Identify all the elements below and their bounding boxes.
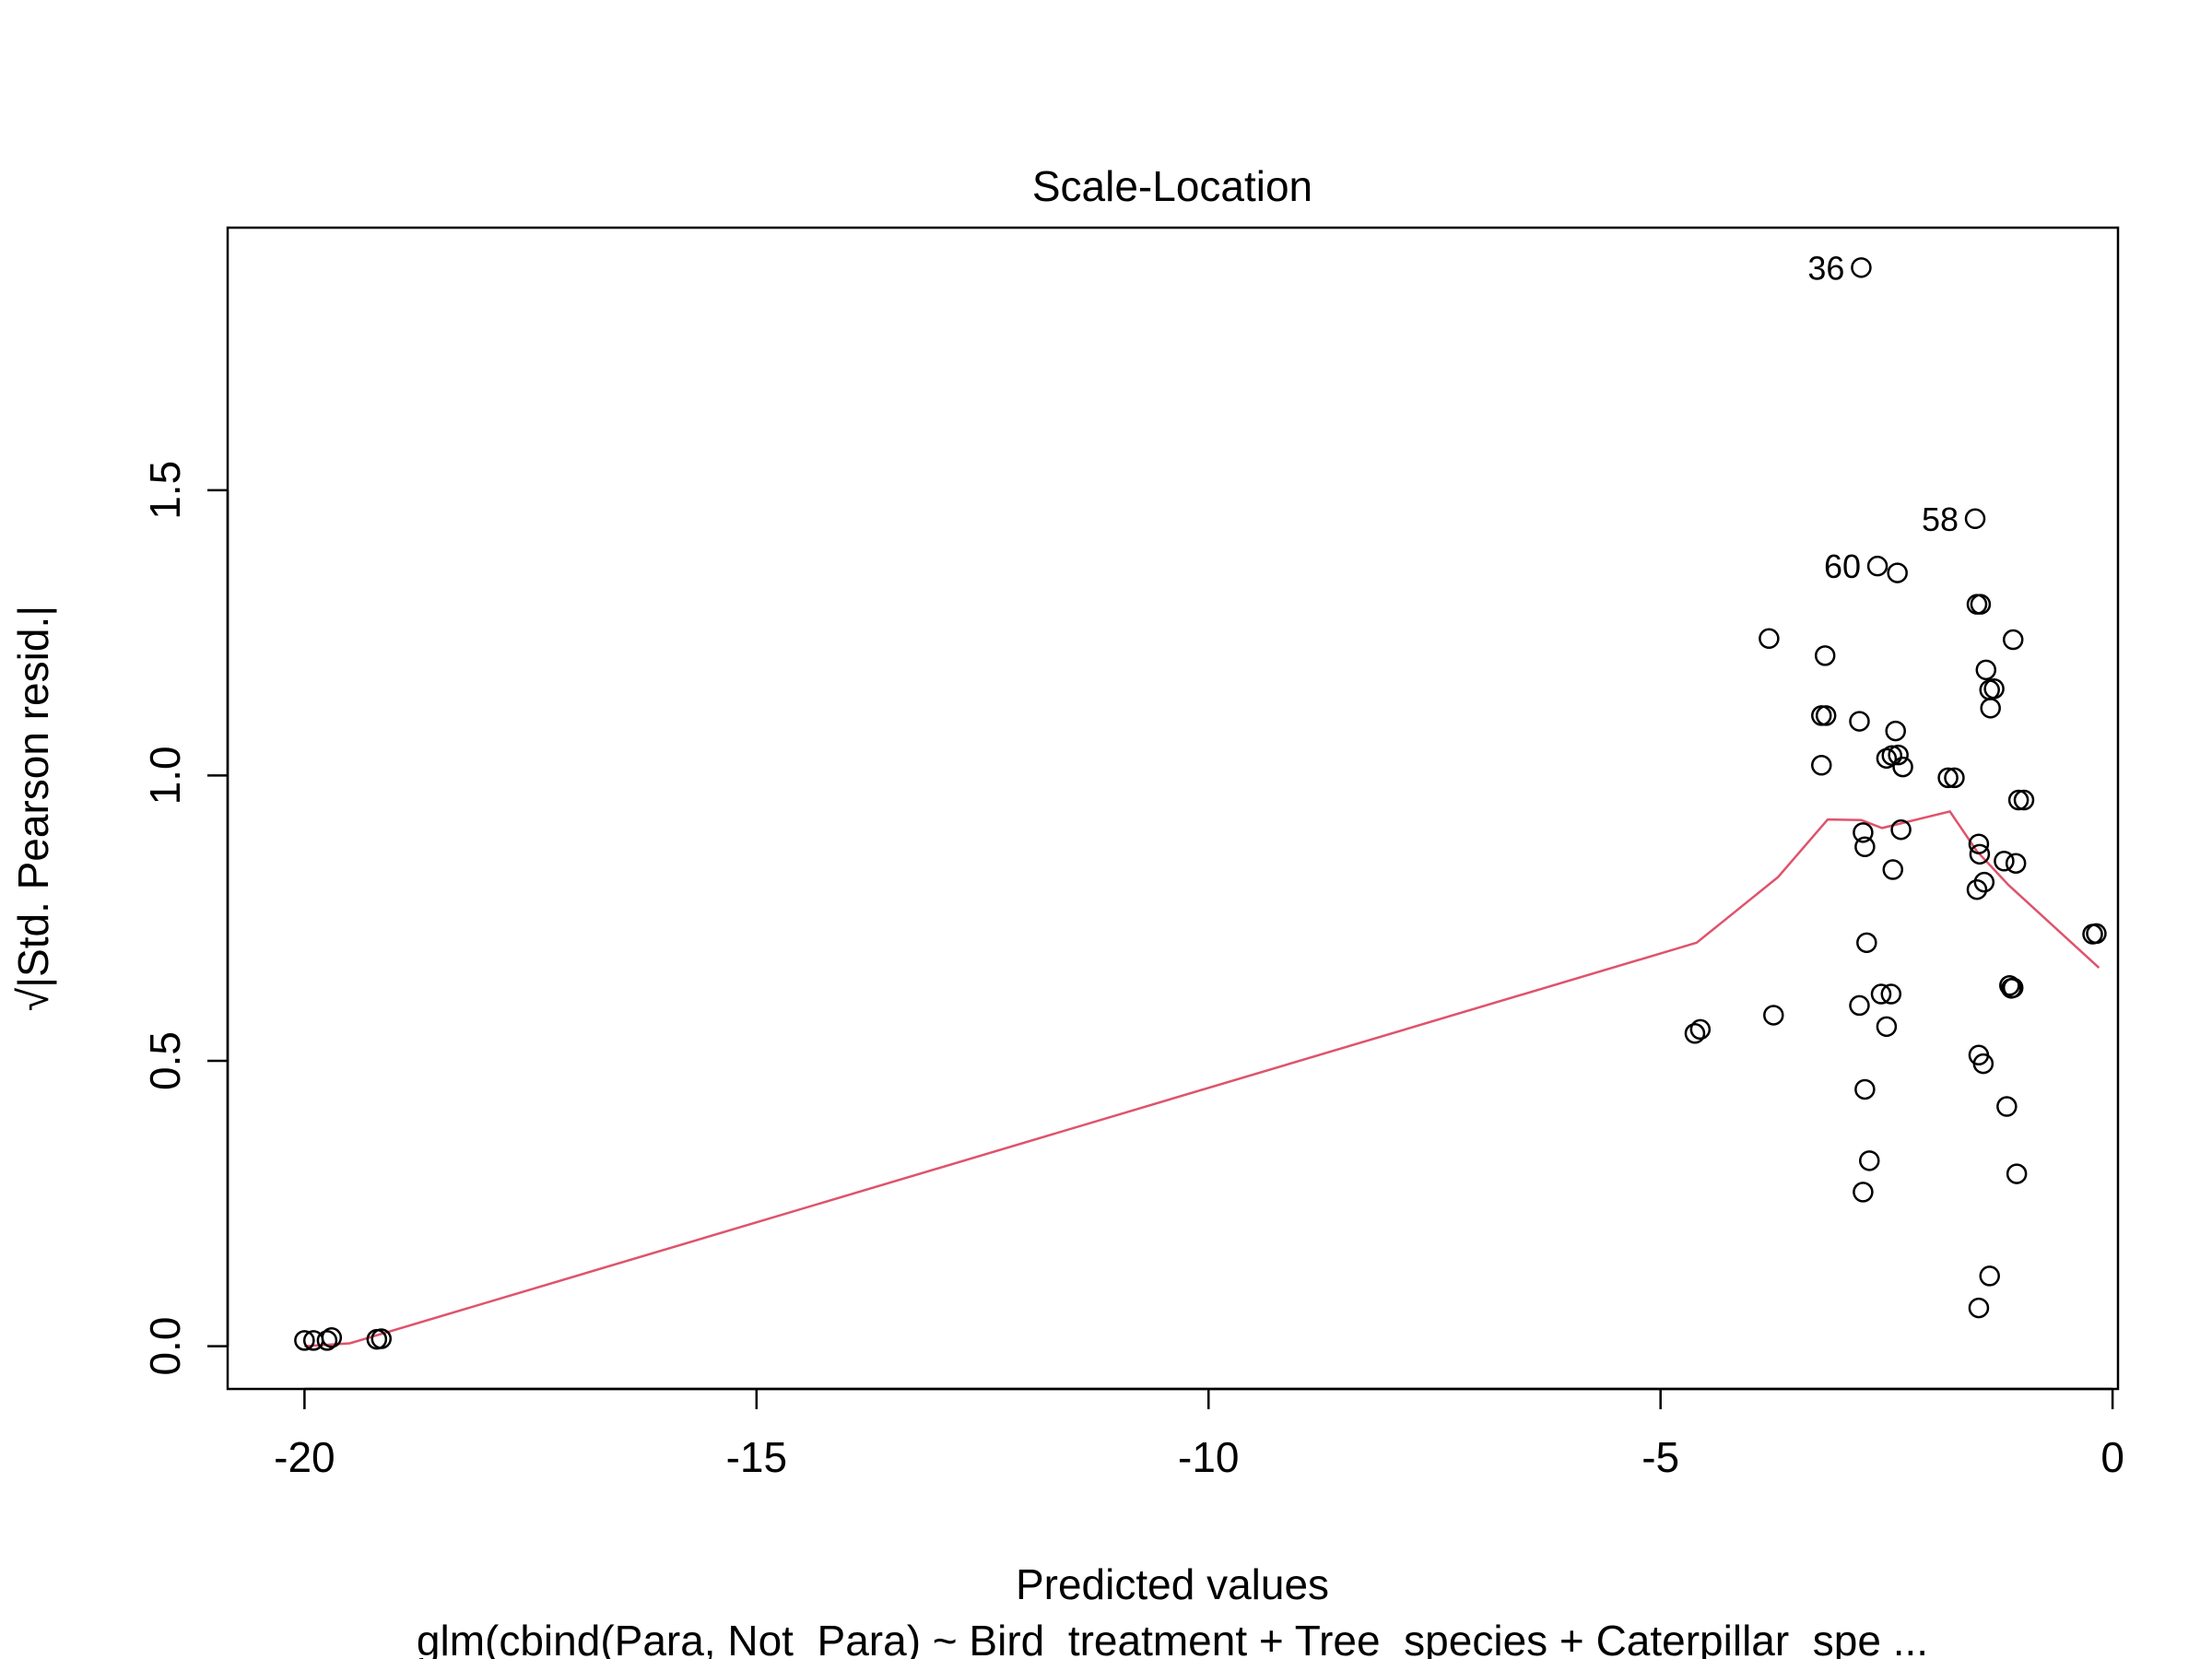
data-point bbox=[1880, 983, 1902, 1005]
data-point bbox=[1853, 822, 1874, 843]
data-point bbox=[1859, 1150, 1880, 1171]
y-tick-label: 0.0 bbox=[141, 1317, 189, 1376]
data-point bbox=[1854, 1078, 1876, 1100]
point-label: 36 bbox=[1807, 249, 1844, 287]
data-point bbox=[1885, 720, 1906, 742]
y-tick-label: 1.0 bbox=[141, 746, 189, 805]
data-point bbox=[1937, 767, 1959, 789]
y-axis-label: √|Std. Pearson resid.| bbox=[9, 606, 57, 1011]
data-point bbox=[1979, 1265, 2000, 1287]
data-point bbox=[1854, 836, 1876, 858]
data-point bbox=[1815, 705, 1837, 726]
data-point bbox=[1876, 1016, 1898, 1038]
plot-frame bbox=[226, 226, 2120, 1391]
x-tick-label: -20 bbox=[274, 1433, 335, 1481]
data-point bbox=[1811, 755, 1832, 776]
data-point bbox=[316, 1330, 338, 1351]
x-axis: -20 -15 -10 -5 0 bbox=[274, 1387, 2124, 1481]
data-point bbox=[294, 1330, 315, 1351]
data-point bbox=[1973, 871, 1995, 893]
point-label: 58 bbox=[1922, 500, 1959, 538]
data-point bbox=[1882, 859, 1904, 880]
x-tick-label: 0 bbox=[2100, 1433, 2124, 1481]
data-point bbox=[1856, 932, 1877, 954]
data-point bbox=[2002, 629, 2024, 651]
data-point bbox=[1968, 833, 1990, 854]
data-point bbox=[1811, 705, 1832, 726]
data-point bbox=[1689, 1018, 1712, 1041]
data-point bbox=[1964, 508, 1986, 530]
data-point bbox=[1888, 744, 1909, 766]
data-point bbox=[1759, 628, 1780, 650]
data-point bbox=[1881, 745, 1903, 766]
data-point bbox=[1814, 645, 1836, 666]
data-point bbox=[1972, 1053, 1994, 1075]
annotations-layer: 36 58 60 bbox=[1807, 249, 1959, 585]
data-point bbox=[1966, 878, 1988, 900]
data-point bbox=[1969, 843, 1991, 865]
data-point bbox=[1975, 659, 1997, 681]
y-tick-label: 1.5 bbox=[141, 461, 189, 520]
data-point bbox=[1970, 594, 1992, 615]
data-point bbox=[1763, 1005, 1784, 1026]
data-point bbox=[1892, 756, 1913, 778]
data-point bbox=[1994, 851, 2015, 872]
x-tick-label: -15 bbox=[726, 1433, 787, 1481]
data-point bbox=[2086, 923, 2107, 945]
data-point bbox=[1983, 678, 2005, 700]
data-point bbox=[1684, 1023, 1706, 1044]
data-point bbox=[1866, 555, 1888, 577]
points-layer bbox=[294, 257, 2107, 1351]
data-point bbox=[371, 1328, 392, 1349]
data-point bbox=[2007, 789, 2030, 811]
point-label: 60 bbox=[1824, 547, 1861, 585]
data-point bbox=[1980, 698, 2001, 719]
data-point bbox=[1996, 1096, 2018, 1117]
x-tick-label: -5 bbox=[1641, 1433, 1679, 1481]
data-point bbox=[1944, 767, 1965, 789]
x-axis-label: Predicted values bbox=[1016, 1560, 1329, 1608]
data-point bbox=[1887, 562, 1908, 583]
data-point bbox=[1999, 975, 2020, 996]
data-point bbox=[2006, 1163, 2028, 1184]
data-point bbox=[1853, 1182, 1874, 1203]
y-tick-label: 0.5 bbox=[141, 1031, 189, 1090]
data-point bbox=[1849, 994, 1870, 1017]
data-point bbox=[1968, 1297, 1990, 1319]
chart-subtitle: glm(cbind(Para, Not_Para) ~ Bird_treatme… bbox=[417, 1617, 1928, 1659]
y-axis: 0.0 0.5 1.0 1.5 bbox=[141, 461, 229, 1376]
chart-title: Scale-Location bbox=[1032, 162, 1312, 210]
data-point bbox=[2002, 977, 2024, 998]
smooth-line-layer bbox=[304, 809, 2100, 1347]
data-point bbox=[2013, 789, 2035, 811]
data-point bbox=[1890, 818, 1912, 841]
smooth-line bbox=[304, 809, 2100, 1347]
data-point bbox=[321, 1327, 343, 1348]
data-point bbox=[1870, 983, 1892, 1005]
data-point bbox=[1851, 257, 1872, 278]
x-tick-label: -10 bbox=[1178, 1433, 1239, 1481]
data-point bbox=[1849, 711, 1870, 732]
data-point bbox=[2005, 853, 2027, 874]
